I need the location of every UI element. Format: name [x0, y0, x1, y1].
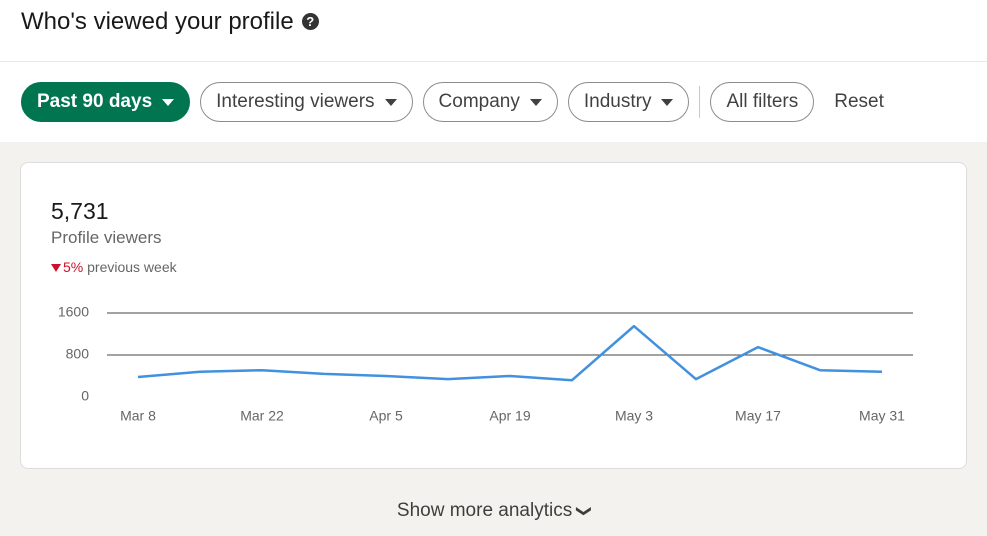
analytics-card — [20, 162, 967, 469]
pill-label: All filters — [726, 91, 799, 112]
pill-label: Company — [438, 91, 520, 112]
page-title: Who's viewed your profile? — [21, 8, 319, 36]
x-tick-label: Apr 5 — [369, 408, 403, 424]
series-line — [137, 324, 883, 382]
change-value: 5% — [63, 259, 84, 275]
change: 5% previous week — [51, 259, 177, 275]
reset-button[interactable]: Reset — [834, 91, 884, 112]
filter-pill[interactable]: Past 90 days — [21, 82, 191, 122]
pill-label: Past 90 days — [37, 91, 153, 112]
divider — [0, 61, 987, 62]
x-tick-label: May 31 — [859, 408, 905, 424]
show-more-text: Show more analytics — [396, 500, 573, 521]
viewer-label: Profile viewers — [51, 228, 162, 247]
chart: 0 800 1600 Mar 8 Mar 22 Apr 5 Apr 19 May 3 May 1… — [58, 304, 913, 424]
show-more[interactable]: Show more analytics ❯ — [396, 500, 592, 521]
change-label: previous week — [87, 259, 177, 275]
title-text: Who's viewed your profile — [21, 8, 294, 35]
y-tick-label: 0 — [81, 388, 89, 404]
y-tick-label: 800 — [66, 346, 90, 362]
filter-bar: Past 90 days Interesting viewers Company… — [21, 82, 884, 122]
x-tick-label: May 3 — [615, 408, 653, 424]
x-tick-label: Mar 22 — [240, 408, 284, 424]
x-tick-label: May 17 — [735, 408, 781, 424]
help-icon[interactable]: ? — [301, 13, 319, 30]
x-tick-label: Mar 8 — [120, 408, 156, 424]
filter-pill[interactable]: Industry — [567, 82, 690, 122]
y-tick-label: 1600 — [58, 304, 89, 320]
top-panel: Who's viewed your profile? Past 90 days … — [0, 0, 987, 142]
filter-pill[interactable]: Interesting viewers — [200, 82, 413, 122]
filter-pill[interactable]: Company — [422, 82, 558, 122]
divider — [699, 86, 701, 118]
all-filters[interactable]: All filters — [710, 82, 815, 122]
x-tick-label: Apr 19 — [489, 408, 530, 424]
viewer-count: 5,731 — [51, 198, 109, 224]
pill-label: Interesting viewers — [216, 91, 375, 112]
pill-label: Industry — [583, 91, 652, 112]
